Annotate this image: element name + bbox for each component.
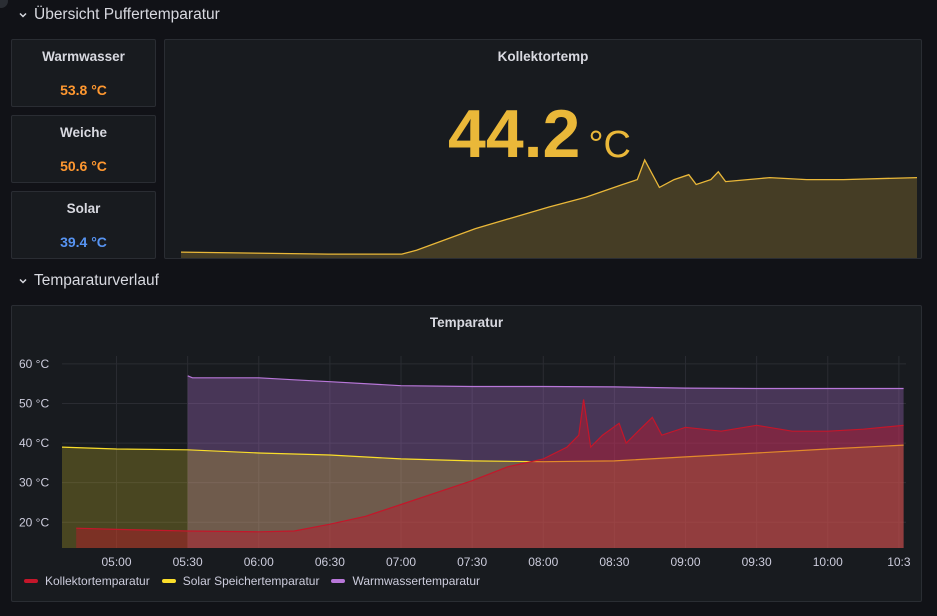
legend-label: Solar Speichertemparatur [182, 574, 320, 588]
legend-swatch [24, 579, 38, 583]
x-tick-label: 09:30 [742, 555, 772, 569]
temparatur-panel[interactable]: Temparatur [11, 305, 922, 602]
series-line [187, 375, 904, 390]
legend-label: Warmwassertemparatur [352, 574, 481, 588]
x-tick-label: 07:30 [457, 555, 487, 569]
panel-title: Weiche [59, 125, 108, 140]
series-line [76, 399, 904, 533]
stat-value: 50.6 °C [60, 158, 107, 174]
legend-swatch [331, 579, 346, 583]
big-number: 44.2 [448, 96, 581, 172]
x-tick-label: 07:00 [386, 555, 416, 569]
sparkline [180, 158, 918, 258]
series-area [76, 399, 904, 548]
kollektortemp-panel[interactable]: Kollektortemp [164, 39, 922, 259]
stat-value: 39.4 °C [60, 234, 107, 250]
x-tick-label: 06:30 [315, 555, 345, 569]
row-title: Übersicht Puffertemparatur [34, 6, 220, 23]
stat-panel-solar[interactable]: Solar 39.4 °C [11, 191, 156, 259]
panel-title: Kollektortemp [497, 49, 589, 64]
chevron-down-icon [19, 278, 27, 284]
y-tick-label: 60 °C [19, 357, 49, 371]
legend-item[interactable]: Solar Speichertemparatur [161, 574, 320, 588]
row-title: Temparaturverlauf [34, 272, 159, 289]
sparkline-area [181, 160, 917, 258]
panel-title: Temparatur [429, 315, 504, 330]
panel-title: Warmwasser [42, 49, 125, 64]
y-tick-label: 20 °C [19, 515, 49, 529]
corner-indicator [0, 0, 8, 8]
y-tick-label: 50 °C [19, 397, 49, 411]
kollektortemp-value: 44.2 °C [448, 95, 631, 173]
x-tick-label: 10:00 [813, 555, 843, 569]
stat-panel-warmwasser[interactable]: Warmwasser 53.8 °C [11, 39, 156, 107]
chart-legend: Kollektortemparatur Solar Speichertempar… [24, 574, 480, 588]
x-tick-label: 05:30 [173, 555, 203, 569]
x-tick-label: 08:30 [599, 555, 629, 569]
x-tick-label: 09:00 [671, 555, 701, 569]
legend-label: Kollektortemparatur [45, 574, 150, 588]
series-area [62, 445, 904, 548]
x-tick-label: 10:3 [887, 555, 911, 569]
stat-value: 53.8 °C [60, 82, 107, 98]
legend-item[interactable]: Warmwassertemparatur [331, 574, 480, 588]
legend-item[interactable]: Kollektortemparatur [24, 574, 150, 588]
stat-panel-weiche[interactable]: Weiche 50.6 °C [11, 115, 156, 183]
panel-title: Solar [66, 201, 101, 216]
x-tick-label: 06:00 [244, 555, 274, 569]
chevron-down-icon [19, 12, 27, 18]
legend-swatch [161, 579, 176, 583]
series-line [61, 444, 904, 463]
big-unit: °C [588, 124, 631, 166]
row-header-overview[interactable]: Übersicht Puffertemparatur [18, 6, 220, 24]
row-header-history[interactable]: Temparaturverlauf [18, 272, 159, 290]
y-tick-label: 40 °C [19, 436, 49, 450]
x-tick-label: 05:00 [102, 555, 132, 569]
x-tick-label: 08:00 [528, 555, 558, 569]
sparkline-line [180, 158, 918, 255]
y-tick-label: 30 °C [19, 476, 49, 490]
